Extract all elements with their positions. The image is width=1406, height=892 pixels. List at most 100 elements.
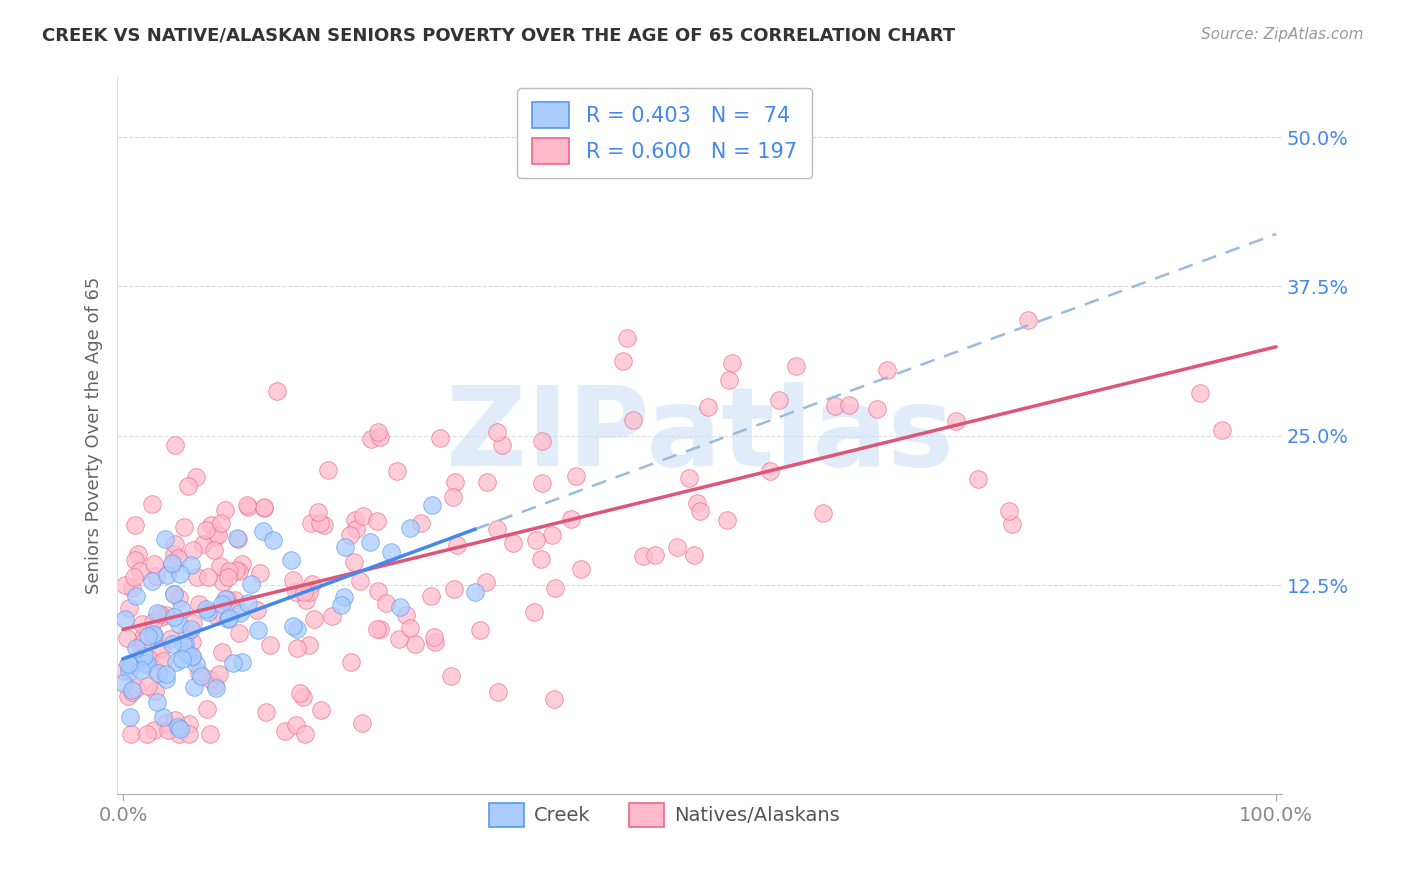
Point	[204, 530, 226, 544]
Point	[530, 552, 553, 566]
Point	[294, 727, 316, 741]
Text: CREEK VS NATIVE/ALASKAN SENIORS POVERTY OVER THE AGE OF 65 CORRELATION CHART: CREEK VS NATIVE/ALASKAN SENIORS POVERTY …	[42, 27, 955, 45]
Point	[112, 676, 135, 690]
Point	[165, 437, 187, 451]
Point	[190, 668, 212, 682]
Point	[491, 438, 513, 452]
Point	[211, 574, 233, 589]
Point	[131, 617, 153, 632]
Point	[446, 538, 468, 552]
Point	[218, 611, 240, 625]
Point	[204, 678, 226, 692]
Point	[145, 569, 167, 583]
Point	[395, 607, 418, 622]
Point	[616, 331, 638, 345]
Point	[299, 516, 322, 530]
Point	[1188, 385, 1211, 400]
Point	[152, 654, 174, 668]
Point	[367, 425, 389, 440]
Point	[301, 577, 323, 591]
Point	[200, 672, 222, 686]
Point	[318, 463, 340, 477]
Point	[141, 615, 163, 630]
Point	[380, 545, 402, 559]
Point	[560, 512, 582, 526]
Point	[176, 625, 198, 640]
Point	[252, 524, 274, 538]
Point	[141, 574, 163, 588]
Point	[181, 543, 204, 558]
Point	[136, 629, 159, 643]
Point	[167, 616, 190, 631]
Point	[211, 645, 233, 659]
Point	[333, 540, 356, 554]
Point	[443, 490, 465, 504]
Point	[167, 721, 190, 735]
Point	[285, 622, 308, 636]
Point	[387, 632, 409, 646]
Point	[330, 599, 353, 613]
Point	[194, 602, 217, 616]
Point	[180, 622, 202, 636]
Point	[307, 505, 329, 519]
Point	[297, 638, 319, 652]
Point	[143, 684, 166, 698]
Point	[811, 506, 834, 520]
Point	[121, 683, 143, 698]
Point	[231, 655, 253, 669]
Point	[374, 596, 396, 610]
Point	[184, 470, 207, 484]
Point	[443, 475, 465, 489]
Point	[228, 626, 250, 640]
Point	[128, 564, 150, 578]
Point	[440, 669, 463, 683]
Point	[226, 531, 249, 545]
Point	[180, 634, 202, 648]
Point	[208, 666, 231, 681]
Point	[311, 703, 333, 717]
Point	[202, 543, 225, 558]
Point	[143, 628, 166, 642]
Point	[240, 577, 263, 591]
Point	[197, 569, 219, 583]
Point	[236, 500, 259, 514]
Point	[464, 585, 486, 599]
Point	[150, 641, 173, 656]
Point	[221, 600, 243, 615]
Point	[136, 679, 159, 693]
Point	[114, 578, 136, 592]
Point	[174, 637, 197, 651]
Point	[143, 662, 166, 676]
Point	[207, 528, 229, 542]
Point	[198, 727, 221, 741]
Point	[429, 431, 451, 445]
Point	[118, 601, 141, 615]
Point	[121, 581, 143, 595]
Point	[281, 619, 304, 633]
Point	[124, 553, 146, 567]
Point	[180, 649, 202, 664]
Point	[122, 569, 145, 583]
Point	[367, 583, 389, 598]
Point	[298, 585, 321, 599]
Point	[308, 516, 330, 531]
Point	[165, 713, 187, 727]
Point	[385, 464, 408, 478]
Point	[543, 691, 565, 706]
Point	[399, 621, 422, 635]
Point	[194, 523, 217, 537]
Point	[217, 569, 239, 583]
Point	[420, 498, 443, 512]
Point	[475, 575, 498, 590]
Point	[370, 622, 392, 636]
Point	[209, 516, 232, 530]
Point	[621, 412, 644, 426]
Point	[143, 723, 166, 738]
Point	[211, 597, 233, 611]
Point	[697, 400, 720, 414]
Point	[117, 689, 139, 703]
Point	[236, 596, 259, 610]
Text: ZIPatlas: ZIPatlas	[446, 383, 953, 489]
Point	[1001, 516, 1024, 531]
Point	[193, 537, 215, 551]
